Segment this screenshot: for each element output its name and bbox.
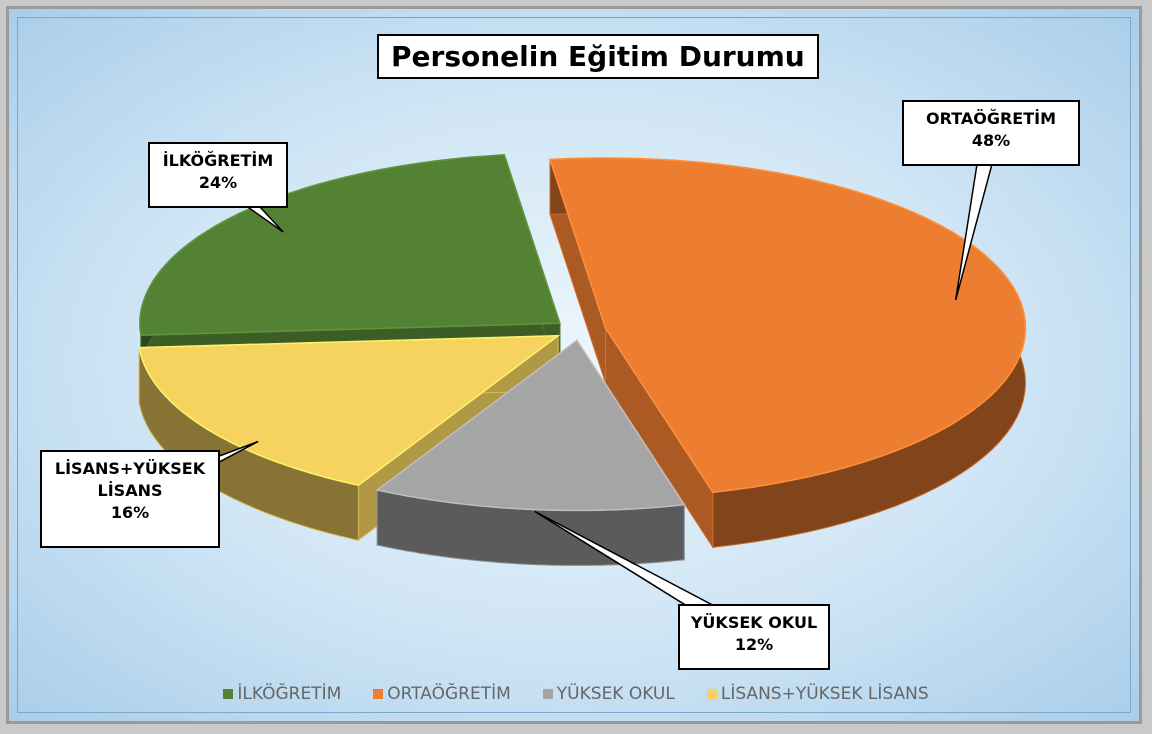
- data-label-value: 24%: [198, 173, 238, 192]
- data-label: YÜKSEK OKUL 12%: [678, 604, 830, 670]
- legend: İLKÖĞRETİM ORTAÖĞRETİM YÜKSEK OKUL LİSANS+Y…: [0, 684, 1152, 704]
- pie-slice: [375, 338, 686, 566]
- legend-label: İLKÖĞRETİM: [237, 684, 342, 704]
- slice-top: [139, 154, 561, 336]
- slice-top: [375, 339, 686, 512]
- legend-item: YÜKSEK OKUL: [542, 684, 675, 704]
- legend-item: LİSANS+YÜKSEK LİSANS: [706, 684, 929, 704]
- slice-top: [548, 157, 1027, 494]
- data-label: LİSANS+YÜKSEK LİSANS 16%: [40, 450, 220, 548]
- legend-item: İLKÖĞRETİM: [223, 684, 341, 704]
- data-label-value: 48%: [971, 131, 1011, 150]
- data-label-category: LİSANS+YÜKSEK LİSANS: [54, 459, 206, 500]
- legend-swatch: [542, 689, 553, 699]
- data-label-category: ORTAÖĞRETİM: [925, 109, 1057, 128]
- legend-label: YÜKSEK OKUL: [556, 684, 675, 704]
- data-label-category: İLKÖĞRETİM: [162, 151, 274, 170]
- data-label-category: YÜKSEK OKUL: [690, 613, 818, 632]
- legend-swatch: [706, 689, 717, 699]
- legend-label: ORTAÖĞRETİM: [387, 684, 511, 704]
- data-label-value: 12%: [734, 635, 774, 654]
- legend-swatch: [373, 689, 384, 699]
- data-label-value: 16%: [110, 503, 150, 522]
- data-label: ORTAÖĞRETİM 48%: [902, 100, 1080, 166]
- chart-area: [17, 17, 1131, 713]
- legend-label: LİSANS+YÜKSEK LİSANS: [720, 684, 929, 704]
- chart-title: Personelin Eğitim Durumu: [377, 34, 819, 79]
- data-label: İLKÖĞRETİM 24%: [148, 142, 288, 208]
- pie-slice: [548, 157, 1027, 549]
- legend-swatch: [223, 689, 234, 699]
- legend-item: ORTAÖĞRETİM: [373, 684, 511, 704]
